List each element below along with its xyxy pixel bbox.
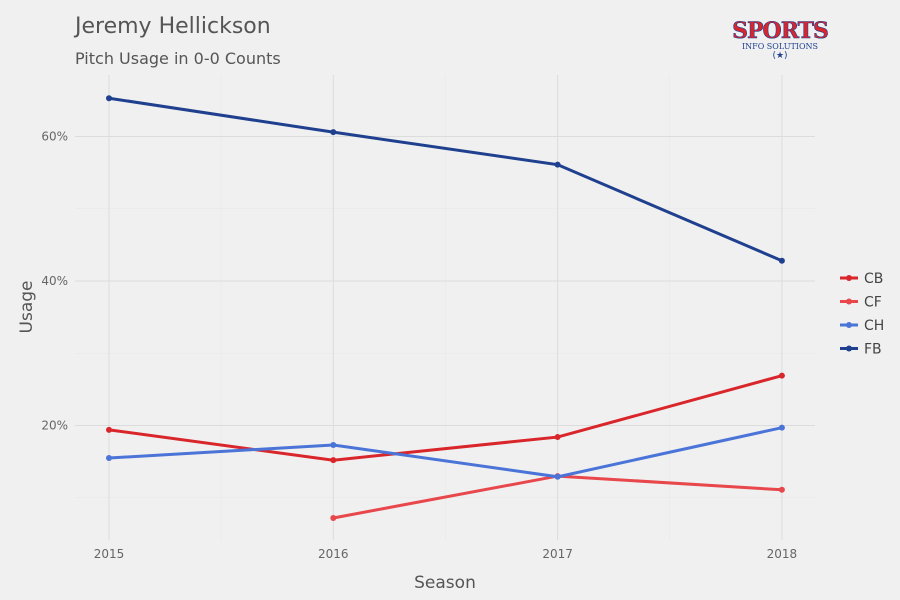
x-tick-label: 2015	[94, 547, 125, 561]
x-tick-label: 2016	[318, 547, 349, 561]
y-axis-label: Usage	[17, 281, 37, 334]
data-point	[554, 473, 561, 480]
legend-label: CB	[864, 271, 883, 287]
chart-subtitle: Pitch Usage in 0-0 Counts	[75, 49, 281, 68]
data-point	[330, 442, 337, 449]
series-ch	[106, 424, 785, 480]
legend-marker	[846, 298, 852, 305]
data-point	[330, 514, 337, 521]
legend-label: CF	[864, 295, 882, 311]
legend-label: FB	[864, 342, 882, 358]
y-tick-label: 60%	[41, 130, 68, 144]
data-point	[778, 486, 785, 493]
x-axis-label: Season	[414, 573, 476, 593]
data-point	[554, 434, 561, 441]
y-tick-label: 40%	[41, 274, 68, 288]
data-point	[330, 129, 337, 136]
x-tick-label: 2017	[542, 547, 573, 561]
series-fb	[106, 95, 785, 264]
data-point	[106, 95, 112, 102]
data-point	[554, 161, 561, 168]
legend-marker	[846, 322, 852, 328]
data-point	[330, 457, 337, 464]
chart-title: Jeremy Hellickson	[75, 14, 271, 39]
legend-item-fb: FB	[840, 342, 882, 358]
series-cb	[106, 372, 785, 464]
data-point	[106, 426, 112, 433]
legend-marker	[846, 345, 852, 352]
series-line	[108, 374, 783, 462]
data-point	[778, 424, 785, 431]
data-point	[106, 455, 112, 462]
sports-info-solutions-logo: SPORTS INFO SOLUTIONS (★)	[732, 18, 829, 61]
series-line	[108, 426, 783, 479]
legend-label: CH	[864, 318, 884, 334]
series-line	[108, 96, 783, 263]
x-tick-label: 2018	[767, 547, 798, 561]
legend-item-cb: CB	[840, 271, 883, 287]
data-point	[778, 257, 785, 264]
legend-item-cf: CF	[840, 295, 882, 311]
legend-item-ch: CH	[840, 318, 884, 334]
legend-marker	[846, 275, 852, 281]
data-point	[778, 372, 785, 379]
y-tick-label: 20%	[41, 419, 68, 433]
